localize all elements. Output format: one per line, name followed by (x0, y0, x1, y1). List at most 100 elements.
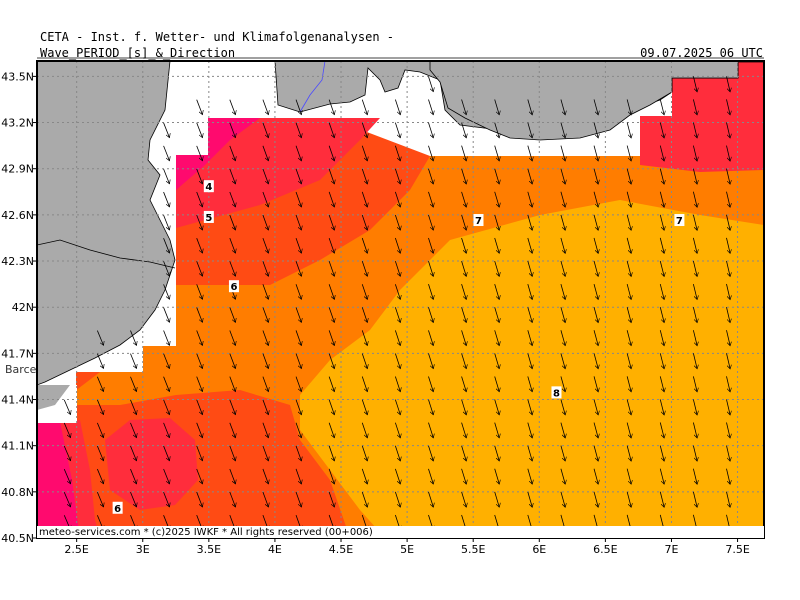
direction-arrow (295, 284, 301, 299)
direction-arrow (163, 468, 170, 484)
direction-arrow (626, 168, 631, 184)
direction-arrow (295, 468, 301, 484)
direction-arrow (428, 445, 433, 461)
direction-arrow (163, 261, 170, 276)
direction-arrow (229, 307, 236, 322)
direction-arrow (593, 399, 598, 414)
direction-arrow (593, 191, 598, 207)
direction-arrow (394, 214, 400, 230)
direction-arrow (593, 99, 598, 114)
direction-arrow (692, 260, 697, 277)
lon-tick-label: 4E (268, 543, 282, 556)
direction-arrow (527, 399, 532, 415)
direction-arrow (626, 445, 631, 461)
direction-arrow (262, 261, 269, 276)
direction-arrow (163, 168, 170, 184)
coastal-gap-north (176, 118, 208, 155)
direction-arrow (626, 399, 631, 414)
direction-arrow (527, 145, 532, 161)
direction-arrow (295, 445, 301, 461)
direction-arrow (726, 376, 730, 392)
direction-arrow (328, 284, 334, 299)
direction-arrow (461, 214, 467, 230)
direction-arrow (163, 122, 170, 138)
contour-label-box (473, 214, 484, 227)
direction-arrow (262, 422, 269, 438)
direction-arrow (361, 353, 367, 368)
direction-arrow (196, 468, 203, 484)
direction-arrow (626, 260, 631, 276)
direction-arrow (692, 445, 697, 462)
direction-arrow (659, 422, 664, 439)
band-period-5-patch (105, 418, 198, 510)
lat-tick-label: 41.7N (1, 347, 34, 360)
direction-arrow (229, 468, 236, 484)
direction-arrow (461, 145, 467, 161)
direction-arrow (262, 353, 269, 369)
direction-arrow (726, 353, 730, 369)
direction-arrow (262, 307, 269, 322)
direction-arrow (96, 353, 103, 369)
direction-arrow (659, 353, 664, 369)
direction-arrow (229, 330, 236, 345)
lat-tick-label: 43.2N (1, 117, 34, 130)
direction-arrow (295, 214, 301, 230)
direction-arrow (593, 145, 598, 161)
contour-label-box (551, 386, 562, 399)
direction-arrow (96, 330, 103, 346)
direction-arrow (692, 330, 697, 346)
direction-arrow (394, 99, 400, 115)
direction-arrow (692, 76, 697, 92)
longitude-axis: 2.5E 3E 3.5E 4E 4.5E 5E 5.5E 6E 6.5E 7E 7.5E (64, 538, 750, 556)
direction-arrow (196, 445, 203, 461)
direction-arrow (262, 376, 269, 392)
direction-arrow (361, 261, 367, 276)
direction-arrow (461, 445, 467, 461)
direction-arrow (626, 283, 631, 299)
direction-arrow (461, 376, 467, 391)
direction-arrow (726, 399, 730, 415)
direction-arrow (163, 284, 170, 299)
direction-arrow (593, 353, 598, 368)
direction-arrow (328, 261, 334, 276)
direction-arrow (163, 422, 170, 438)
direction-arrow (461, 237, 467, 253)
direction-arrow (328, 214, 334, 230)
direction-arrow (626, 330, 631, 345)
band-period-8-core (490, 398, 764, 538)
direction-arrow (262, 491, 269, 507)
direction-arrow (361, 145, 367, 161)
direction-arrow (527, 214, 532, 230)
direction-arrow (692, 122, 697, 138)
direction-arrow (96, 445, 103, 461)
direction-arrow (361, 376, 367, 392)
direction-arrow (63, 492, 70, 507)
direction-arrow (527, 353, 532, 368)
direction-arrow (428, 422, 433, 438)
direction-arrow (726, 237, 730, 254)
credit-box (37, 526, 764, 538)
direction-arrow (726, 283, 730, 300)
direction-arrow (229, 491, 236, 507)
direction-arrow (428, 168, 433, 184)
direction-arrow (295, 237, 301, 253)
direction-arrow (361, 468, 367, 484)
direction-arrow (560, 445, 565, 461)
direction-arrow (527, 99, 532, 114)
direction-arrow (593, 307, 598, 322)
direction-arrow (428, 191, 433, 207)
direction-arrow (394, 168, 400, 184)
direction-arrow (361, 284, 367, 299)
direction-arrow (494, 145, 500, 161)
direction-arrow (428, 76, 433, 91)
direction-arrow (692, 99, 697, 115)
direction-arrow (659, 99, 664, 115)
direction-arrow (461, 491, 467, 507)
direction-arrow (461, 122, 467, 138)
direction-arrow (560, 191, 565, 207)
contour-label: 6 (230, 282, 237, 293)
direction-arrow (461, 422, 467, 438)
direction-arrow (196, 422, 203, 438)
direction-arrow (163, 491, 170, 507)
